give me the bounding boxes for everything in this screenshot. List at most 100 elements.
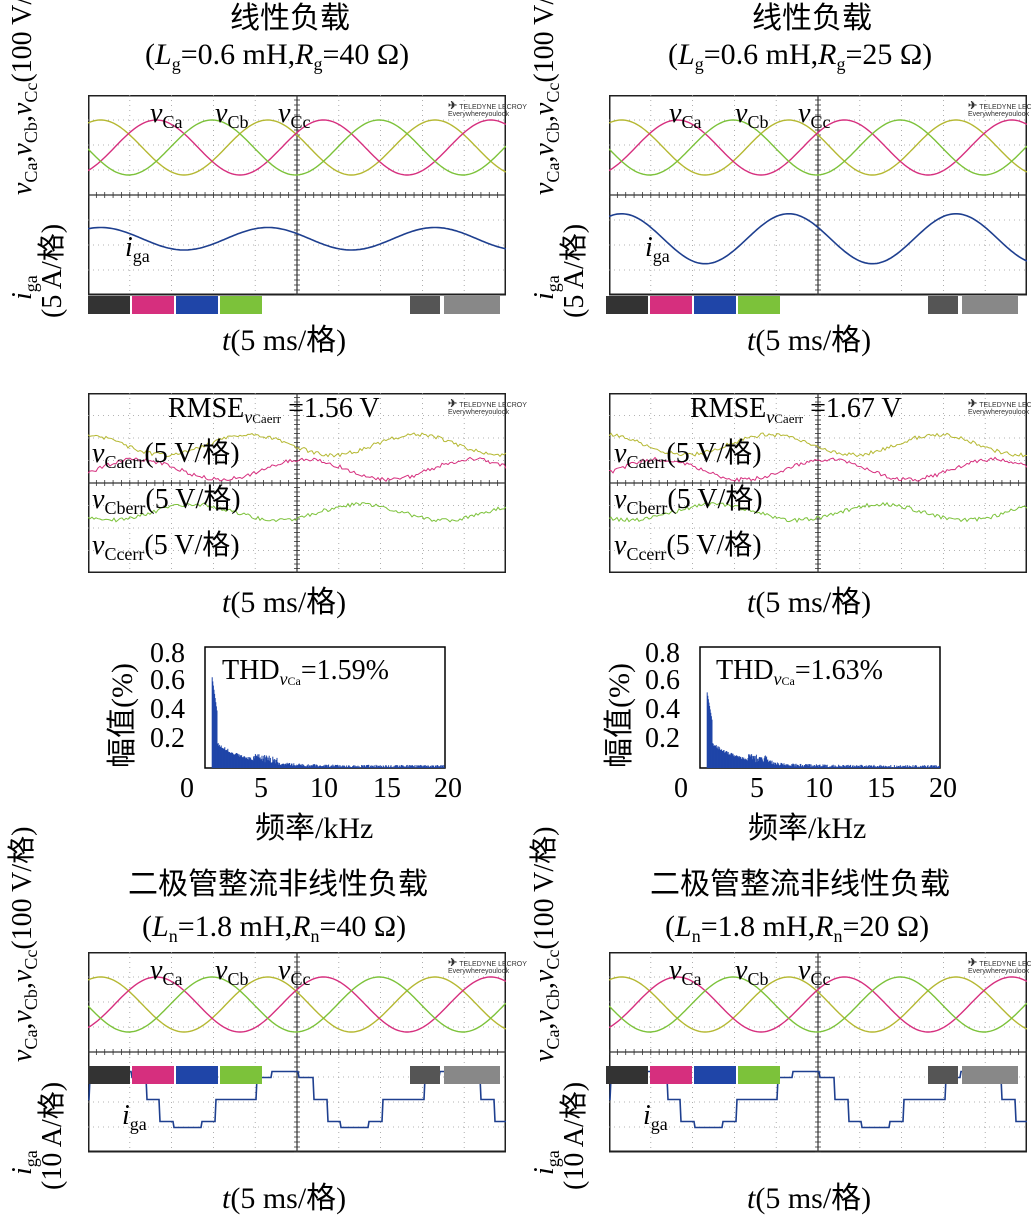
ytick: 0.8 (645, 640, 680, 668)
status-chip (220, 296, 262, 314)
status-chip (88, 1066, 130, 1084)
label-vCb-lr: vCb (735, 100, 768, 136)
ytick: 0.6 (150, 667, 185, 695)
xtick: 10 (310, 775, 338, 803)
teledyne-logo: ✈TELEDYNE LECROYEverywhereyoulook (448, 103, 527, 118)
label-vCa-lr: vCa (669, 100, 701, 136)
ytick: 0.4 (645, 696, 680, 724)
ytick: 0.4 (150, 696, 185, 724)
status-chip (132, 1066, 174, 1084)
err-c-left: vCcerr(5 V/格) (92, 532, 240, 568)
err-b-right: vCberr(5 V/格) (614, 486, 763, 522)
xtick: 0 (674, 775, 688, 803)
err-a-right: vCaerr(5 V/格) (614, 440, 762, 476)
status-chip (694, 1066, 736, 1084)
linear-sub-right: (Lg=0.6 mH,Rg=25 Ω) (668, 40, 932, 79)
rmse-right: RMSEvCaerr =1.67 V (690, 395, 902, 433)
scope-status-bar (606, 1066, 1024, 1084)
status-chip (410, 296, 440, 314)
status-chip (606, 296, 648, 314)
teledyne-logo: ✈TELEDYNE LECROYEverywhereyoulook (448, 960, 527, 975)
xtick: 15 (867, 775, 895, 803)
status-chip (132, 296, 174, 314)
label-iga-lr: iga (645, 234, 670, 270)
xtick: 20 (929, 775, 957, 803)
linear-sub-left: (Lg=0.6 mH,Rg=40 Ω) (145, 40, 409, 79)
label-iga-nl: iga (122, 1102, 147, 1138)
label-vCb-nl: vCb (215, 957, 248, 993)
freq-label-left: 频率/kHz (255, 814, 373, 844)
ytick: 0.2 (150, 725, 185, 753)
status-chip (962, 1066, 1018, 1084)
label-vCb-nr: vCb (735, 957, 768, 993)
xtick: 20 (434, 775, 462, 803)
thd-right: THDvCa=1.63% (716, 657, 883, 695)
volt-ylabel-left-top: vCa,vCb,vCc(100 V/格) (8, 0, 46, 195)
curr-unit-left-bottom: (10 A/格) (38, 1082, 68, 1190)
xtick: 5 (750, 775, 764, 803)
linear-title-right: 线性负载 (752, 4, 872, 34)
status-chip (962, 296, 1018, 314)
xtick: 10 (805, 775, 833, 803)
label-vCa-nr: vCa (669, 957, 701, 993)
status-chip (738, 296, 780, 314)
curr-unit-right-bottom: (10 A/格) (560, 1082, 590, 1190)
label-vCa-nl: vCa (150, 957, 182, 993)
status-chip (176, 1066, 218, 1084)
time-label: t(5 ms/格) (222, 588, 346, 618)
time-label: t(5 ms/格) (747, 1184, 871, 1214)
status-chip (738, 1066, 780, 1084)
label-vCc-ll: vCc (278, 100, 310, 136)
teledyne-logo: ✈TELEDYNE LECROYEverywhereyoulook (968, 103, 1031, 118)
status-chip (410, 1066, 440, 1084)
scope-status-bar (606, 296, 1024, 314)
label-vCc-nr: vCc (798, 957, 830, 993)
teledyne-logo: ✈TELEDYNE LECROYEverywhereyoulook (968, 960, 1031, 975)
time-label: t(5 ms/格) (222, 1184, 346, 1214)
volt-ylabel-left-bottom: vCa,vCb,vCc(100 V/格) (8, 827, 46, 1062)
err-b-left: vCberr(5 V/格) (92, 486, 241, 522)
xtick: 5 (254, 775, 268, 803)
thd-left: THDvCa=1.59% (222, 657, 389, 695)
time-label: t(5 ms/格) (747, 588, 871, 618)
status-chip (220, 1066, 262, 1084)
scope-status-bar (88, 296, 506, 314)
curr-unit-left-top: (5 A/格) (38, 224, 68, 318)
xtick: 0 (180, 775, 194, 803)
time-label: t(5 ms/格) (222, 326, 346, 356)
teledyne-logo: ✈TELEDYNE LECROYEverywhereyoulook (968, 401, 1031, 416)
status-chip (650, 296, 692, 314)
xtick: 15 (373, 775, 401, 803)
amp-ylabel-right: 幅值(%) (605, 663, 635, 768)
curr-unit-right-top: (5 A/格) (560, 224, 590, 318)
label-vCb-ll: vCb (215, 100, 248, 136)
nonlinear-sub-left: (Ln=1.8 mH,Rn=40 Ω) (142, 912, 406, 951)
err-c-right: vCcerr(5 V/格) (614, 532, 762, 568)
volt-ylabel-right-top: vCa,vCb,vCc(100 V/格) (530, 0, 568, 195)
status-chip (928, 296, 958, 314)
teledyne-logo: ✈TELEDYNE LECROYEverywhereyoulook (448, 401, 527, 416)
err-a-left: vCaerr(5 V/格) (92, 440, 240, 476)
label-vCa-ll: vCa (150, 100, 182, 136)
nonlinear-sub-right: (Ln=1.8 mH,Rn=20 Ω) (665, 912, 929, 951)
ytick: 0.8 (150, 640, 185, 668)
label-vCc-nl: vCc (278, 957, 310, 993)
label-iga-ll: iga (125, 234, 150, 270)
status-chip (444, 1066, 500, 1084)
status-chip (176, 296, 218, 314)
freq-label-right: 频率/kHz (748, 814, 866, 844)
label-iga-nr: iga (643, 1102, 668, 1138)
nonlinear-title-right: 二极管整流非线性负载 (650, 870, 950, 900)
status-chip (88, 296, 130, 314)
status-chip (694, 296, 736, 314)
scope-status-bar (88, 1066, 506, 1084)
time-label: t(5 ms/格) (747, 326, 871, 356)
status-chip (606, 1066, 648, 1084)
status-chip (650, 1066, 692, 1084)
rmse-left: RMSEvCaerr =1.56 V (168, 395, 380, 433)
label-vCc-lr: vCc (798, 100, 830, 136)
amp-ylabel-left: 幅值(%) (108, 663, 138, 768)
status-chip (928, 1066, 958, 1084)
ytick: 0.2 (645, 725, 680, 753)
nonlinear-title-left: 二极管整流非线性负载 (128, 870, 428, 900)
